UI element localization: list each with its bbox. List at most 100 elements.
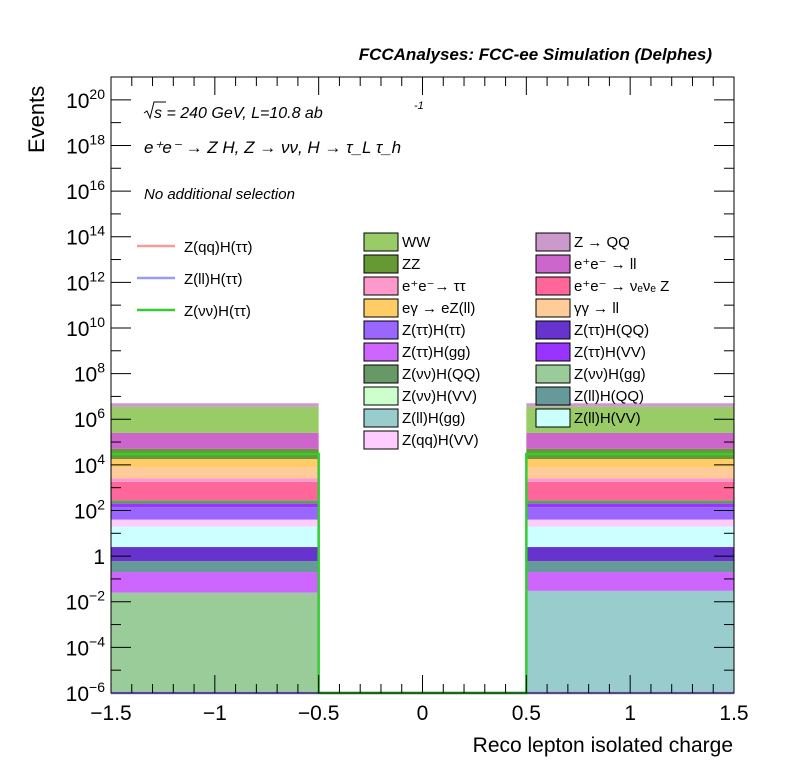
bar-segment (111, 526, 319, 548)
legend-label: Z(ττ)H(ττ) (402, 322, 466, 339)
bar-segment (111, 406, 319, 433)
energy-annotation: s = 240 GeV, L=10.8 ab -1 (143, 100, 424, 122)
bar-segment (526, 500, 734, 504)
y-tick-labels: 10−6 10−4 10−2 1 102 104 106 108 1010 1012 1014 101… (66, 86, 106, 706)
x-tick-label: 1.5 (719, 702, 748, 725)
legend-label: Z(νν)H(VV) (402, 388, 477, 405)
legend-label: Z(ττ)H(gg) (402, 344, 471, 361)
bar-segment (111, 481, 319, 501)
x-tick-label: −1.5 (90, 702, 131, 725)
bar-segment (526, 403, 734, 407)
bar-segment (111, 478, 319, 482)
legend-label: Z(ll)H(QQ) (574, 388, 644, 405)
bar-segment (111, 572, 319, 593)
axis-ticks (110, 77, 735, 694)
x-axis-label: Reco lepton isolated charge (473, 734, 733, 757)
legend-swatch (363, 364, 399, 384)
y-tick-label: 10−2 (66, 588, 106, 615)
bar-segment (526, 467, 734, 479)
energy-exponent: -1 (414, 100, 424, 112)
legend-swatch (363, 232, 399, 252)
selection-annotation: No additional selection (144, 186, 295, 203)
legend-label: Z → QQ (574, 234, 630, 251)
bar-segment (526, 519, 734, 527)
y-tick-label: 102 (74, 496, 105, 523)
legend-swatch (363, 276, 399, 296)
y-tick-label: 1 (93, 546, 105, 569)
bar-segment (526, 503, 734, 508)
bar-segment (526, 547, 734, 562)
bar-segment (111, 467, 319, 479)
legend-swatch (535, 364, 571, 384)
legend-label: WW (402, 234, 431, 251)
legend-label: Z(ττ)H(QQ) (574, 322, 649, 339)
legend-label: Z(ττ)H(VV) (574, 344, 646, 361)
y-tick-label: 104 (74, 451, 105, 478)
bar-segment (111, 547, 319, 562)
y-tick-label: 10−4 (66, 633, 106, 660)
legend-swatch (535, 342, 571, 362)
legend-swatch (363, 298, 399, 318)
legend-swatch (363, 386, 399, 406)
legend-swatch (535, 232, 571, 252)
legend-label: eγ → eZ(ll) (402, 300, 475, 317)
y-axis-label: Events (24, 86, 49, 153)
legend-label: e⁺e⁻ → ll (574, 256, 637, 273)
legend-swatch (363, 320, 399, 340)
x-tick-label: 0.5 (512, 702, 541, 725)
svg-text:s = 240 GeV, L=10.8 ab: s = 240 GeV, L=10.8 ab (154, 105, 323, 122)
legend-label: ZZ (402, 256, 420, 273)
bar-segment (111, 507, 319, 520)
legend-swatch (363, 408, 399, 428)
legend-swatch (535, 386, 571, 406)
y-tick-label: 106 (74, 405, 105, 432)
x-tick-labels: −1.5 −1 −0.5 0 0.5 1 1.5 (90, 702, 748, 725)
legend-swatch (363, 430, 399, 450)
legend-label: Z(ll)H(VV) (574, 410, 641, 427)
bar-segment (526, 507, 734, 520)
legend-swatch (363, 254, 399, 274)
legend-signals: Z(qq)H(ττ) Z(ll)H(ττ) Z(νν)H(ττ) (137, 239, 253, 320)
y-tick-label: 1020 (66, 86, 105, 113)
legend-label: γγ → ll (574, 300, 619, 317)
legend-swatch (535, 254, 571, 274)
legend-label: e⁺e⁻ → νₑνₑ Z (574, 278, 669, 295)
x-tick-label: −1 (203, 702, 227, 725)
legend-label: Z(qq)H(VV) (402, 432, 479, 449)
bar-segment (111, 500, 319, 504)
bar-segment (526, 572, 734, 591)
legend-column-1: WW ZZ e⁺e⁻→ ττ eγ → eZ(ll) Z(ττ)H(ττ) Z(ττ)H(… (363, 232, 480, 450)
y-tick-label: 1014 (66, 223, 105, 250)
bar-segment (111, 403, 319, 407)
y-tick-label: 1012 (66, 268, 105, 295)
bar-segment (526, 432, 734, 449)
x-tick-label: 1 (624, 702, 636, 725)
bar-segment (526, 481, 734, 501)
bar-segment (526, 459, 734, 468)
sqrt-sign (143, 101, 166, 120)
legend-swatch (535, 408, 571, 428)
legend-label: e⁺e⁻→ ττ (402, 278, 466, 295)
chart-title: FCCAnalyses: FCC-ee Simulation (Delphes) (359, 45, 713, 64)
y-tick-label: 1018 (66, 131, 105, 158)
process-annotation: e⁺e⁻ → Z H, Z → νν, H → τ_L τ_h (144, 138, 401, 157)
y-tick-label: 1016 (66, 177, 105, 204)
legend-label: Z(νν)H(gg) (574, 366, 646, 383)
bar-segment (111, 432, 319, 449)
x-tick-label: 0 (417, 702, 429, 725)
bar-segment (111, 503, 319, 508)
legend-label: Z(ll)H(ττ) (184, 271, 243, 288)
energy-text: = 240 GeV, L=10.8 ab (162, 105, 323, 122)
bar-segment (111, 561, 319, 573)
legend-swatch (535, 298, 571, 318)
bar-segment (111, 459, 319, 468)
legend-column-2: Z → QQ e⁺e⁻ → ll e⁺e⁻ → νₑνₑ Z γγ → ll Z(ττ)… (535, 232, 669, 428)
legend-label: Z(qq)H(ττ) (184, 239, 253, 256)
y-tick-label: 10−6 (66, 679, 106, 706)
x-tick-label: −0.5 (298, 702, 339, 725)
bar-segment (526, 526, 734, 548)
legend-swatch (535, 276, 571, 296)
legend-label: Z(νν)H(QQ) (402, 366, 480, 383)
